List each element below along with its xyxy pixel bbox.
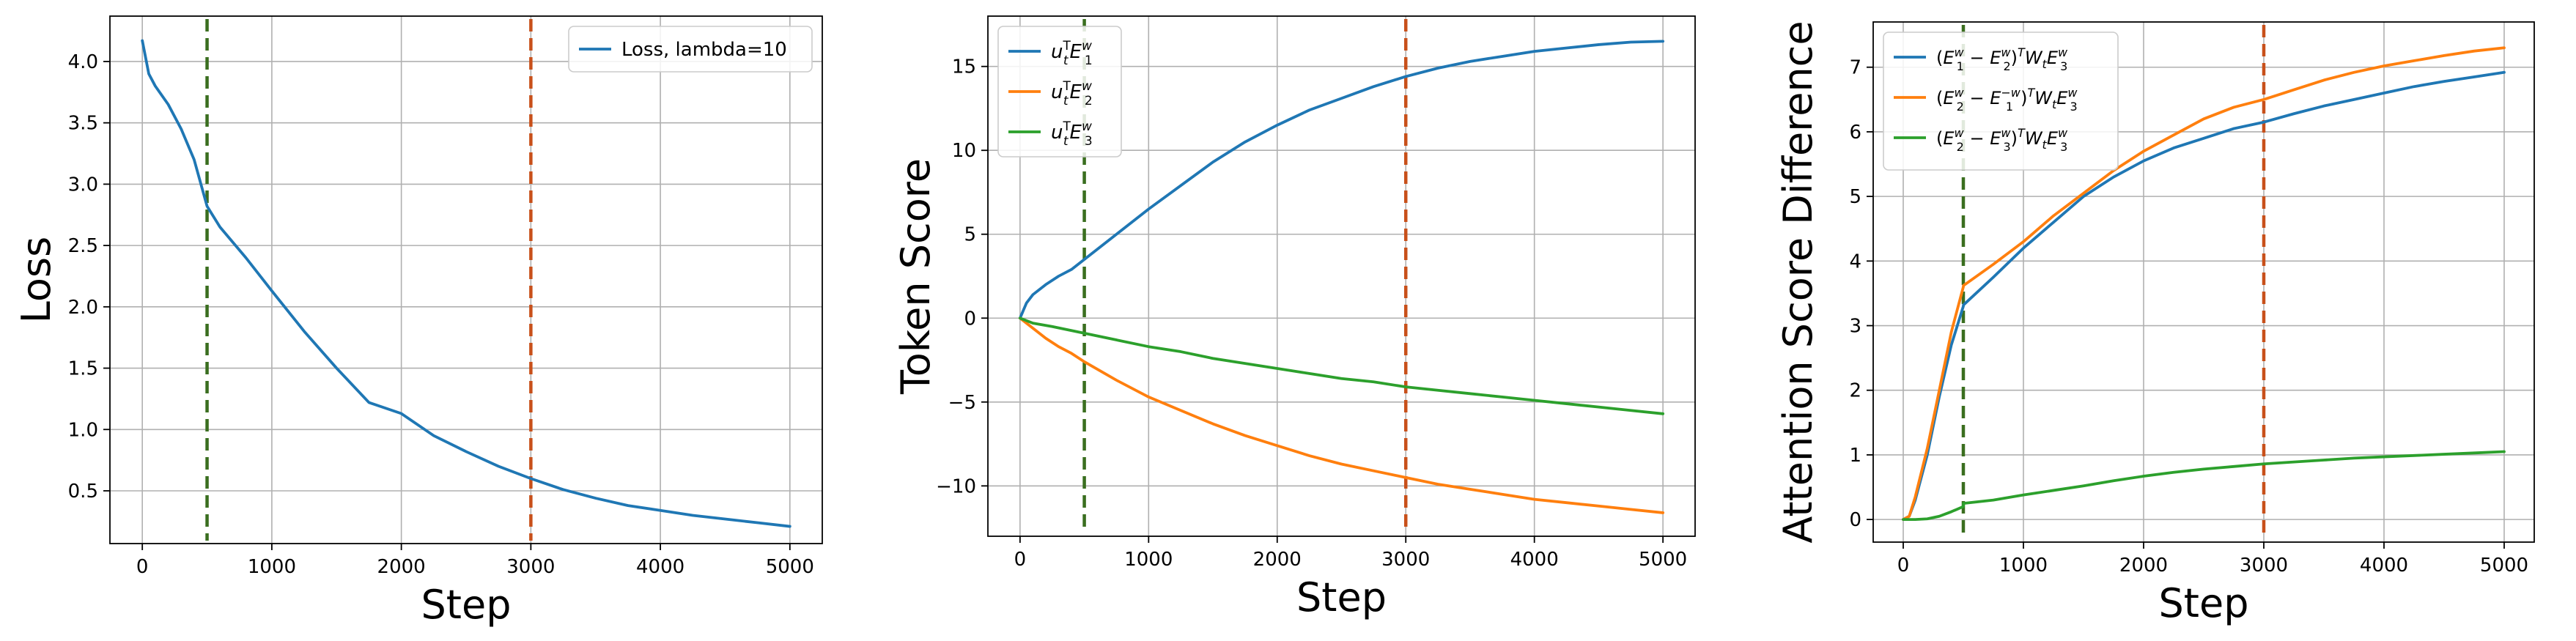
legend: (Ew 1 − Ew 2)TWtEw 3 (Ew 2 − E−w 1)TWtEw 3 (Ew 2 … xyxy=(1883,32,2119,171)
x-tick-label: 0 xyxy=(136,556,149,578)
y-tick-label: 3.5 xyxy=(68,113,98,135)
legend-label-3: uT tEw 3 xyxy=(1051,119,1093,149)
legend-label-2: uT tEw 2 xyxy=(1051,79,1093,108)
grid xyxy=(110,16,822,544)
legend-box xyxy=(568,26,813,73)
legend: Loss, lambda=10 xyxy=(568,26,813,73)
x-tick-label: 5000 xyxy=(2480,555,2528,577)
y-tick-label: 4 xyxy=(1849,251,1861,273)
x-axis-label: Step xyxy=(2159,580,2249,626)
axes-frame xyxy=(987,15,1696,537)
series-line-1 xyxy=(1018,40,1665,320)
y-tick-label: 1.5 xyxy=(68,358,98,380)
x-tick-label: 3000 xyxy=(1381,549,1430,571)
y-tick-label: 4.0 xyxy=(68,51,98,73)
x-tick-label: 1000 xyxy=(1124,549,1173,571)
y-tick-label: 0.5 xyxy=(68,481,98,503)
y-tick-label: 15 xyxy=(952,56,976,78)
y-axis-label: Loss xyxy=(13,237,59,323)
y-tick-label: 3.0 xyxy=(68,174,98,196)
ticks: 0 1000 2000 3000 4000 5000 0 1 2 3 4 5 6 7 xyxy=(1849,57,2528,577)
x-tick-label: 5000 xyxy=(1639,549,1687,571)
y-tick-label: 0 xyxy=(1849,509,1861,531)
legend-label-1: uT tEw 1 xyxy=(1051,39,1093,68)
x-tick-label: 5000 xyxy=(766,556,814,578)
legend-label-3: (Ew 2 − Ew 3)TWtEw 3 xyxy=(1936,126,2068,154)
x-axis-label: Step xyxy=(1296,574,1387,620)
x-tick-label: 1000 xyxy=(1999,555,2048,577)
y-tick-label: 2.0 xyxy=(68,297,98,319)
y-tick-label: 10 xyxy=(952,140,976,162)
series-line-2 xyxy=(1018,316,1665,514)
y-tick-label: 1 xyxy=(1849,445,1861,467)
y-tick-label: 1.0 xyxy=(68,419,98,441)
legend: uT tEw 1 uT tEw 2 uT tEw 3 xyxy=(997,26,1122,158)
x-tick-label: 2000 xyxy=(1253,549,1302,571)
axes-frame xyxy=(109,15,823,544)
x-tick-label: 3000 xyxy=(506,556,555,578)
legend-box xyxy=(997,26,1122,158)
y-axis-label: Token Score xyxy=(893,158,939,395)
y-tick-label: 6 xyxy=(1849,122,1861,144)
x-tick-label: 2000 xyxy=(2119,555,2168,577)
y-tick-label: −5 xyxy=(948,392,976,414)
chart-panel-2: 0 1000 2000 3000 4000 5000 −10 −5 0 5 10 15 Step Toke… xyxy=(893,15,1696,620)
x-tick-label: 0 xyxy=(1897,555,1910,577)
x-tick-label: 4000 xyxy=(2360,555,2408,577)
chart-panel-1: 0 1000 2000 3000 4000 5000 0.5 1.0 1.5 2.0 2.5 3.0 3… xyxy=(13,15,823,628)
y-tick-label: 3 xyxy=(1849,316,1861,338)
y-axis-label: Attention Score Difference xyxy=(1775,21,1821,543)
y-tick-label: −10 xyxy=(936,475,976,497)
y-tick-label: 2.5 xyxy=(68,235,98,257)
plot-area xyxy=(1902,25,2506,539)
x-axis-label: Step xyxy=(421,582,512,628)
x-tick-label: 0 xyxy=(1014,549,1027,571)
legend-box xyxy=(1883,32,2119,171)
y-tick-label: 0 xyxy=(964,308,976,330)
x-tick-label: 2000 xyxy=(377,556,426,578)
x-tick-label: 3000 xyxy=(2240,555,2288,577)
x-tick-label: 1000 xyxy=(248,556,296,578)
chart-panel-3: 0 1000 2000 3000 4000 5000 0 1 2 3 4 5 6 7 Step Attenti… xyxy=(1775,21,2535,626)
series-line-3 xyxy=(1902,450,2506,522)
plot-area xyxy=(141,19,791,541)
legend-label-1: (Ew 1 − Ew 2)TWtEw 3 xyxy=(1936,45,2068,73)
series-line-1 xyxy=(141,39,791,528)
y-tick-label: 5 xyxy=(1849,186,1861,208)
legend-label-2: (Ew 2 − E−w 1)TWtEw 3 xyxy=(1936,86,2078,114)
y-tick-label: 5 xyxy=(964,224,976,246)
series-line-3 xyxy=(1018,316,1665,415)
x-tick-label: 4000 xyxy=(1510,549,1559,571)
series-line-1 xyxy=(1902,70,2506,522)
series-line-2 xyxy=(1902,46,2506,522)
y-tick-label: 7 xyxy=(1849,57,1861,79)
x-tick-label: 4000 xyxy=(636,556,684,578)
ticks: 0 1000 2000 3000 4000 5000 0.5 1.0 1.5 2.0 2.5 3.0 3… xyxy=(68,51,814,578)
y-tick-label: 2 xyxy=(1849,380,1861,402)
axes-frame xyxy=(1872,21,2535,543)
legend-label-1: Loss, lambda=10 xyxy=(621,39,787,61)
ticks: 0 1000 2000 3000 4000 5000 −10 −5 0 5 10 15 xyxy=(936,56,1687,571)
